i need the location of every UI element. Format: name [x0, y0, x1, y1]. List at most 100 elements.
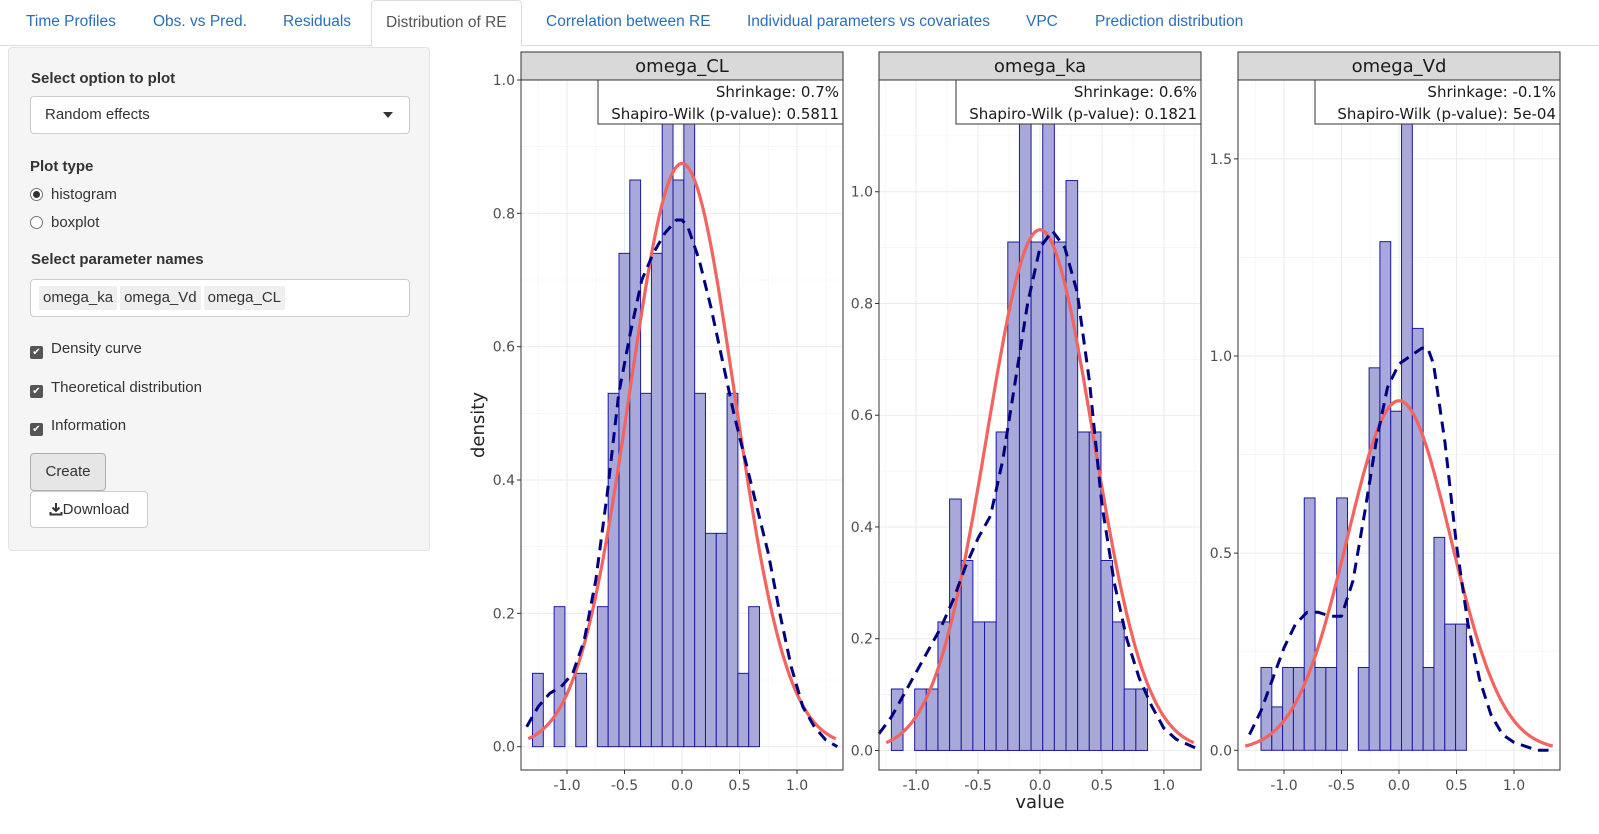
histogram-bar [650, 252, 663, 748]
y-tick-label: 0.2 [493, 606, 515, 622]
radio-boxplot[interactable]: boxplot [30, 213, 99, 233]
histogram-bar [640, 392, 652, 748]
tab-residuals[interactable]: Residuals [283, 13, 352, 30]
x-tick-label: 0.0 [671, 778, 693, 794]
y-tick-label: 0.6 [493, 340, 515, 356]
tab-vpc[interactable]: VPC [1026, 13, 1058, 30]
x-tick-label: 1.0 [786, 778, 808, 794]
histogram-bar [1401, 114, 1413, 751]
x-tick-label: 0.5 [1091, 778, 1113, 794]
download-label: Download [62, 501, 130, 518]
histogram-bar [704, 532, 717, 748]
histogram-bar [1292, 666, 1305, 751]
plot-option-select[interactable]: Random effects [30, 96, 410, 134]
y-tick-label: 1.5 [1210, 152, 1232, 168]
param-names-input[interactable]: omega_ka omega_Vd omega_CL [30, 279, 410, 317]
checkmark-icon[interactable]: ✔ [30, 385, 43, 398]
x-tick-label: 0.5 [728, 778, 750, 794]
y-tick-label: 0.8 [851, 296, 873, 312]
y-tick-label: 1.0 [493, 73, 515, 89]
y-tick-label: 1.0 [851, 185, 873, 201]
checkbox-information-label: Information [51, 417, 127, 434]
histogram-bar [575, 672, 588, 748]
tab-time-profiles[interactable]: Time Profiles [26, 13, 116, 30]
radio-histogram[interactable]: histogram [30, 185, 117, 205]
param-tag[interactable]: omega_ka [39, 286, 118, 310]
radio-unselected-icon[interactable] [30, 216, 43, 229]
facet-strip [1237, 51, 1561, 81]
x-tick-label: 1.0 [1503, 778, 1525, 794]
histogram-bar [1314, 666, 1327, 751]
histogram-bar [1030, 241, 1044, 751]
histogram-bar [607, 392, 620, 748]
checkmark-icon[interactable]: ✔ [30, 423, 43, 436]
tab-individual-parameters-vs-covariates[interactable]: Individual parameters vs covariates [747, 13, 990, 30]
theoretical-distribution-curve [1244, 399, 1554, 748]
x-tick-label: -1.0 [902, 778, 929, 794]
histogram-bar [715, 532, 728, 748]
checkbox-theoretical-distribution[interactable]: ✔ Theoretical distribution [30, 378, 202, 398]
histogram-bar [1007, 241, 1020, 751]
tab-bar: Time Profiles Obs. vs Pred. Residuals Di… [0, 0, 1599, 47]
histogram-bar [1018, 113, 1032, 751]
chevron-down-icon [383, 112, 393, 118]
param-tag[interactable]: omega_CL [203, 286, 286, 310]
histogram-bar [553, 606, 566, 748]
y-tick-label: 0.4 [851, 520, 873, 536]
x-tick-label: -0.5 [611, 778, 638, 794]
x-tick-label: -0.5 [964, 778, 991, 794]
shapiro-wilk-label: Shapiro-Wilk (p-value): 5e-04 [1337, 105, 1556, 123]
facet-strip [520, 51, 844, 81]
histogram-bar [1433, 536, 1446, 751]
histogram-bar [972, 621, 986, 751]
x-tick-label: -1.0 [553, 778, 580, 794]
tab-obs-vs-pred[interactable]: Obs. vs Pred. [153, 13, 247, 30]
histogram-bar [618, 252, 631, 748]
re-distribution-plot: density value omega_CL Shrinkage: 0.7% Shapi… [460, 48, 1599, 830]
histogram-bar [1422, 666, 1435, 751]
y-tick-label: 0.6 [851, 408, 873, 424]
create-button[interactable]: Create [30, 453, 106, 491]
x-tick-label: 0.0 [1029, 778, 1051, 794]
histogram-bar [1455, 623, 1467, 751]
histogram-bar [1077, 431, 1090, 751]
info-box [1314, 79, 1561, 125]
download-button[interactable]: Download [30, 491, 148, 528]
radio-histogram-label: histogram [51, 186, 117, 203]
tab-distribution-of-re[interactable]: Distribution of RE [371, 0, 522, 47]
checkbox-density-curve-label: Density curve [51, 340, 142, 357]
tab-prediction-distribution[interactable]: Prediction distribution [1095, 13, 1244, 30]
y-tick-label: 0.2 [851, 632, 873, 648]
y-axis-title: density [468, 392, 489, 458]
info-box [597, 79, 844, 125]
y-tick-label: 0.0 [851, 743, 873, 759]
histogram-bar [1053, 241, 1067, 751]
theoretical-distribution-curve [527, 161, 837, 741]
checkbox-density-curve[interactable]: ✔ Density curve [30, 339, 142, 359]
histogram-bar [1390, 410, 1403, 751]
shrinkage-label: Shrinkage: 0.7% [716, 83, 839, 101]
tab-correlation-between-re[interactable]: Correlation between RE [546, 13, 711, 30]
checkbox-information[interactable]: ✔ Information [30, 416, 126, 436]
facet-strip [878, 51, 1202, 81]
x-axis-title: value [1015, 792, 1064, 813]
density-curve [877, 229, 1202, 752]
radio-selected-icon[interactable] [30, 188, 43, 201]
histogram-bar [1065, 180, 1079, 751]
checkmark-icon[interactable]: ✔ [30, 346, 43, 359]
histogram-bar [1411, 327, 1424, 751]
facet-strip-label: omega_CL [635, 56, 729, 77]
shapiro-wilk-label: Shapiro-Wilk (p-value): 0.5811 [611, 105, 839, 123]
histogram-bar [629, 179, 642, 748]
histogram-bar [995, 431, 1009, 751]
y-tick-label: 0.0 [1210, 743, 1232, 759]
x-tick-label: 0.0 [1388, 778, 1410, 794]
radio-boxplot-label: boxplot [51, 214, 100, 231]
y-tick-label: 1.0 [1210, 349, 1232, 365]
histogram-bar [890, 688, 904, 751]
y-tick-label: 0.0 [493, 740, 515, 756]
param-names-label: Select parameter names [31, 251, 204, 268]
histogram-bar [960, 559, 974, 751]
param-tag[interactable]: omega_Vd [120, 286, 201, 310]
histogram-bar [737, 672, 750, 748]
